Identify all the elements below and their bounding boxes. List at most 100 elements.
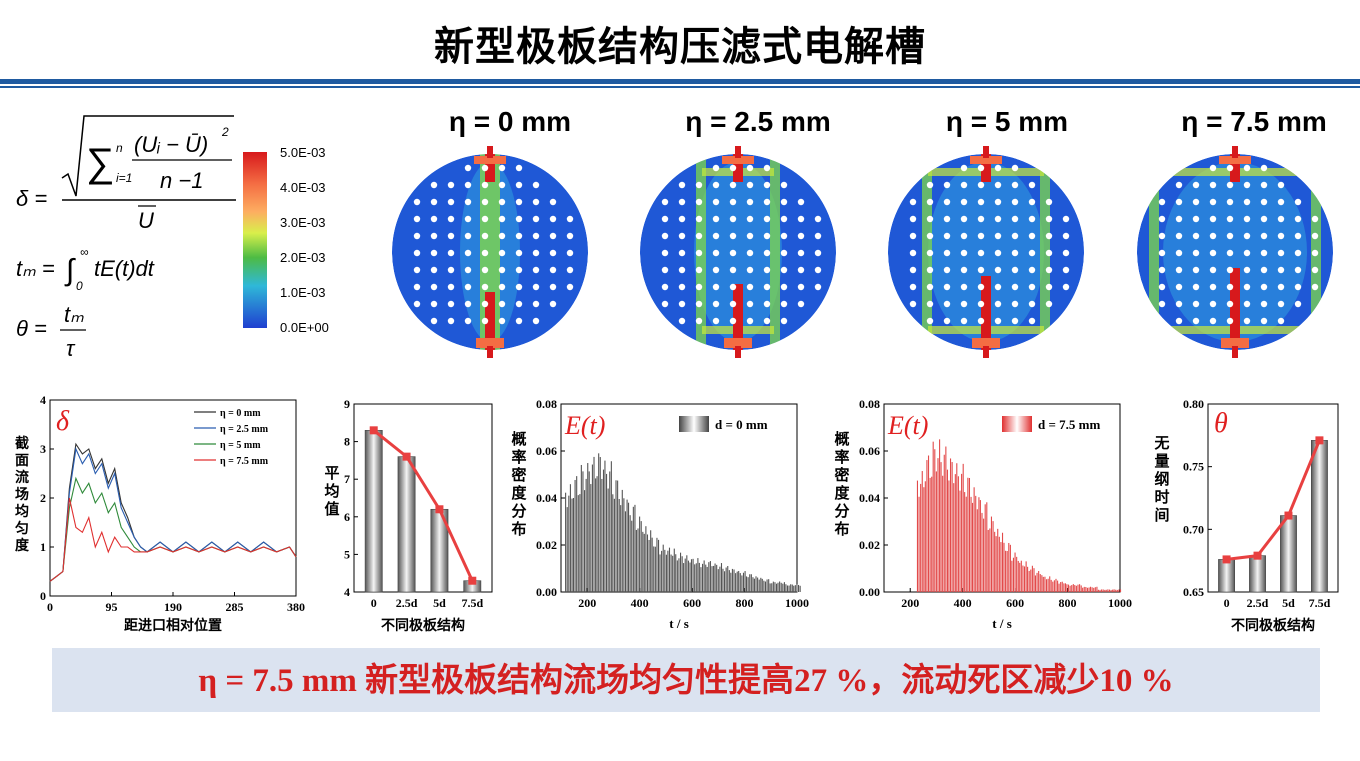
histogram-bar	[742, 572, 745, 592]
histogram-bar	[766, 579, 768, 592]
histogram-bar	[983, 518, 985, 592]
bar	[364, 430, 383, 593]
plate-hole	[909, 249, 917, 257]
plate-hole	[1277, 232, 1285, 240]
histogram-bar	[591, 464, 593, 592]
plate-hole	[797, 232, 805, 240]
histogram-bar	[995, 536, 997, 592]
y-tick-label: 0.08	[859, 397, 880, 411]
plate-hole	[1175, 317, 1183, 325]
plate-hole	[780, 317, 788, 325]
bar	[1280, 515, 1297, 593]
plate-hole	[746, 283, 754, 291]
colorbar-tick: 5.0E-03	[280, 148, 326, 160]
histogram-bar	[799, 585, 801, 592]
histogram-bar	[656, 537, 658, 592]
plate-hole	[678, 266, 686, 274]
histogram-bar	[646, 534, 649, 592]
page-title: 新型极板结构压滤式电解槽	[434, 24, 926, 70]
plate-hole	[515, 164, 523, 172]
plate-hole	[1028, 283, 1036, 291]
colorbar-tick: 0.0E+00	[280, 320, 329, 333]
histogram-bar	[604, 460, 606, 592]
y-axis-label-char: 布	[511, 520, 526, 538]
histogram-bar	[598, 453, 600, 592]
plate-hole	[549, 198, 557, 206]
histogram-bar	[623, 498, 625, 592]
formula-svg: δ = ∑ n i=1 (Uᵢ − Ū) 2 n −1 U tₘ = ∫ ∞ 0…	[16, 115, 236, 361]
histogram-bar	[992, 521, 994, 592]
plate-hole	[1260, 283, 1268, 291]
plate-hole	[763, 300, 771, 308]
inlet-pipe	[983, 146, 989, 158]
plate-hole	[413, 232, 421, 240]
inlet-jet	[474, 156, 506, 164]
histogram-bar	[956, 463, 958, 592]
y-axis-label-char: 截	[15, 435, 29, 451]
y-tick-label: 0.65	[1183, 585, 1204, 599]
plate-hole	[763, 164, 771, 172]
plate-hole	[1226, 181, 1234, 189]
inlet-jet	[485, 154, 495, 182]
plate-hole	[678, 300, 686, 308]
plate-hole	[763, 232, 771, 240]
x-tick-label: 2.5d	[396, 596, 418, 610]
plate-hole	[943, 266, 951, 274]
y-tick-label: 0.08	[536, 397, 557, 411]
x-tick-label: 5d	[433, 596, 446, 610]
plate-hole	[695, 300, 703, 308]
plate-hole	[780, 232, 788, 240]
histogram-bar	[1036, 572, 1038, 592]
histogram-bar	[757, 577, 759, 592]
plot-frame	[1207, 403, 1339, 593]
inlet-jet	[1219, 156, 1251, 164]
histogram-bar	[593, 456, 595, 592]
banner-eta: η = 7.5 mm	[198, 663, 366, 699]
histogram-bar	[697, 558, 699, 592]
plate-hole	[1158, 198, 1166, 206]
y-tick-label: 0.75	[1183, 460, 1204, 474]
histogram-bar	[1028, 570, 1030, 592]
histogram-bar	[584, 490, 586, 592]
histogram-bar	[690, 559, 693, 592]
plate-hole	[746, 249, 754, 257]
contour-disc	[1137, 154, 1333, 350]
tm-int: ∫	[64, 254, 76, 287]
plate-hole	[746, 300, 754, 308]
y-axis-label-char: 度	[834, 484, 850, 502]
plate-hole	[1311, 215, 1319, 223]
histogram-bar	[684, 558, 686, 592]
plate-hole	[780, 181, 788, 189]
histogram-bar	[1086, 587, 1089, 592]
inlet-jet	[970, 156, 1002, 164]
y-tick-label: 0.02	[859, 538, 880, 552]
y-axis-label-char: 值	[324, 500, 339, 518]
plate-hole	[712, 317, 720, 325]
plate-hole	[977, 317, 985, 325]
histogram-bar	[923, 487, 925, 592]
histogram-bar	[785, 584, 787, 592]
x-tick-label: 190	[164, 600, 182, 614]
histogram-bar	[687, 560, 689, 592]
histogram-bar	[1020, 560, 1022, 592]
histogram-bar	[678, 558, 680, 592]
colorbar-tick: 1.0E-03	[280, 285, 326, 300]
plate-hole	[780, 266, 788, 274]
plate-hole	[481, 249, 489, 257]
histogram-bar	[590, 484, 592, 592]
contour-label-1: η = 2.5 mm	[685, 106, 831, 137]
y-tick-label: 0.02	[536, 538, 557, 552]
plate-hole	[695, 232, 703, 240]
bar	[1311, 440, 1328, 593]
plate-hole	[1011, 317, 1019, 325]
y-axis-label-char: 面	[15, 452, 29, 468]
histogram-bar	[645, 526, 647, 592]
legend-label: d = 0 mm	[715, 417, 768, 432]
plate-hole	[678, 232, 686, 240]
plate-hole	[566, 232, 574, 240]
histogram-bar	[596, 476, 598, 592]
plate-hole	[926, 266, 934, 274]
histogram-bar	[606, 473, 608, 592]
plate-hole	[447, 283, 455, 291]
histogram-bar	[926, 460, 928, 592]
